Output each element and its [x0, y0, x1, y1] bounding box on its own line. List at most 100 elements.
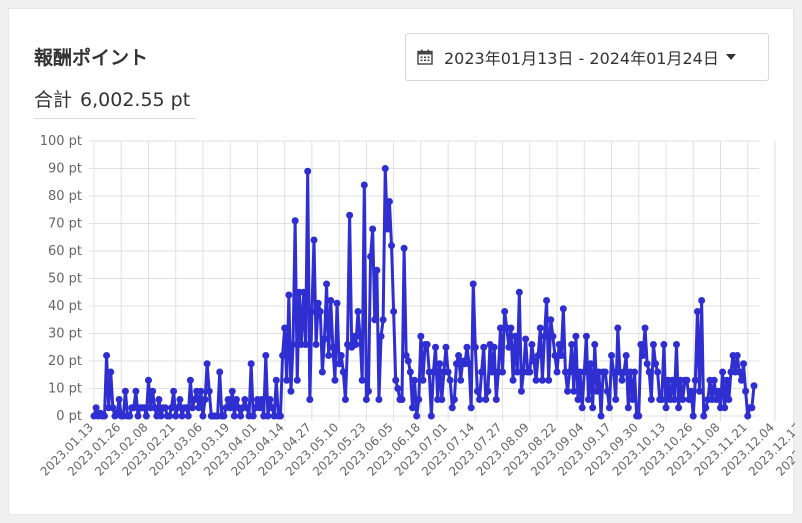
- data-point: [679, 396, 687, 403]
- data-point: [473, 387, 481, 395]
- y-tick-label: 0 pt: [56, 409, 82, 424]
- data-point: [733, 352, 741, 359]
- data-point: [557, 352, 565, 359]
- data-point: [337, 352, 345, 359]
- data-point: [306, 396, 314, 403]
- data-point: [367, 253, 375, 260]
- data-point: [188, 404, 196, 412]
- data-point: [480, 343, 488, 351]
- data-point: [390, 308, 398, 315]
- data-point: [555, 341, 563, 348]
- data-point: [691, 376, 699, 384]
- page-title: 報酬ポイント: [34, 47, 149, 69]
- data-point: [216, 368, 224, 376]
- data-point: [411, 376, 419, 384]
- data-point: [377, 332, 385, 340]
- data-point: [511, 332, 519, 340]
- data-point: [304, 167, 312, 175]
- data-point: [323, 280, 331, 288]
- data-point: [350, 332, 358, 340]
- data-point: [578, 404, 586, 412]
- data-point: [660, 341, 668, 348]
- data-point: [687, 387, 695, 395]
- data-point: [566, 368, 574, 376]
- data-point: [398, 396, 406, 403]
- data-point: [195, 404, 203, 412]
- data-point: [285, 291, 293, 299]
- data-point: [641, 324, 649, 332]
- data-point: [532, 376, 540, 384]
- data-point: [637, 341, 645, 348]
- data-point: [446, 376, 454, 384]
- data-point: [109, 404, 117, 412]
- data-point: [605, 404, 613, 412]
- data-point: [618, 376, 626, 384]
- data-point: [331, 376, 339, 384]
- data-point: [580, 368, 588, 376]
- data-point: [721, 404, 729, 412]
- total-label: 合計: [34, 89, 73, 111]
- data-point: [402, 352, 410, 359]
- data-point: [427, 412, 435, 420]
- data-point: [547, 316, 555, 324]
- data-point: [266, 396, 274, 403]
- y-tick-label: 80 pt: [48, 189, 82, 204]
- data-point: [522, 335, 530, 343]
- data-point: [354, 308, 362, 315]
- data-point: [362, 396, 370, 403]
- data-point: [161, 404, 169, 412]
- data-point: [92, 404, 100, 412]
- data-point: [197, 387, 205, 395]
- data-point: [429, 368, 437, 376]
- data-point: [689, 412, 697, 420]
- data-point: [492, 396, 500, 403]
- data-point: [199, 412, 207, 420]
- data-point: [482, 396, 490, 403]
- data-point: [130, 404, 138, 412]
- data-point: [327, 297, 335, 304]
- chart-container: 0 pt 10 pt 20 pt 30 pt 40 pt 50 pt 60 pt 70 pt 8…: [9, 9, 802, 516]
- data-point: [438, 396, 446, 403]
- data-point: [360, 181, 368, 189]
- data-point: [272, 376, 280, 384]
- data-point: [714, 387, 722, 395]
- report-card: 0 pt 10 pt 20 pt 30 pt 40 pt 50 pt 60 pt 70 pt 8…: [8, 8, 802, 516]
- data-point: [540, 332, 548, 340]
- data-point: [103, 352, 111, 359]
- data-point: [476, 396, 484, 403]
- data-point: [551, 352, 559, 359]
- data-point: [293, 376, 301, 384]
- data-point: [369, 225, 377, 233]
- data-point: [302, 341, 310, 348]
- data-point: [662, 404, 670, 412]
- data-point: [559, 305, 567, 313]
- data-point: [203, 360, 211, 368]
- data-point: [115, 396, 123, 403]
- data-point: [455, 352, 463, 359]
- data-point: [176, 396, 184, 403]
- data-point: [549, 332, 557, 340]
- data-point: [423, 341, 431, 348]
- data-point: [528, 341, 536, 348]
- data-point: [647, 396, 655, 403]
- y-tick-label: 30 pt: [48, 327, 82, 342]
- data-point: [545, 376, 553, 384]
- y-tick-label: 60 pt: [48, 244, 82, 259]
- data-point: [329, 343, 337, 351]
- data-point: [582, 332, 590, 340]
- data-point: [471, 343, 479, 351]
- data-point: [333, 299, 341, 307]
- y-tick-label: 100 pt: [40, 134, 82, 149]
- data-point: [314, 299, 322, 307]
- data-point: [121, 387, 129, 395]
- data-point: [635, 412, 643, 420]
- data-point: [281, 324, 289, 332]
- data-point: [220, 412, 228, 420]
- data-point: [499, 368, 507, 376]
- series-line: [92, 167, 756, 418]
- date-range-picker-button[interactable]: 2023年01月13日 - 2024年01月24日: [405, 33, 769, 81]
- data-point: [698, 297, 706, 304]
- data-point: [400, 244, 408, 252]
- data-point: [385, 198, 393, 205]
- data-point: [700, 412, 708, 420]
